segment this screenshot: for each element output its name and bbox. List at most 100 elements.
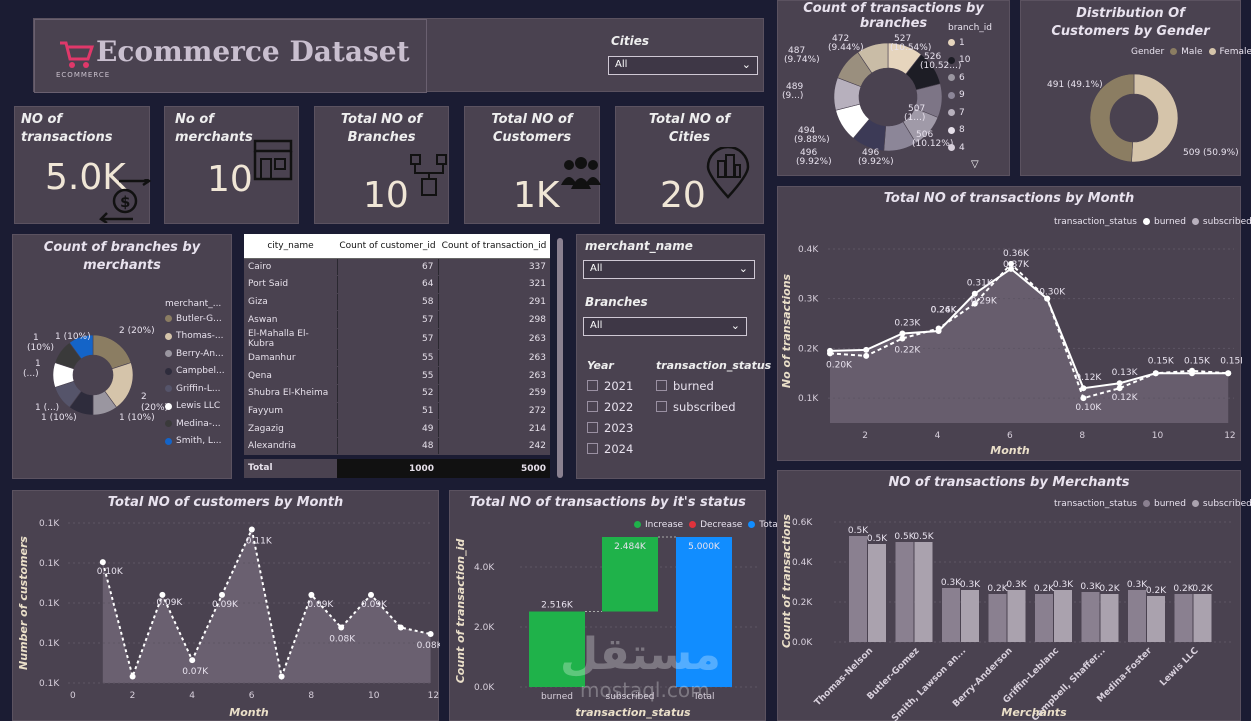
bar-label: 0.5K	[867, 534, 888, 544]
series-burned-point	[971, 290, 978, 297]
slice-label: 494	[798, 126, 815, 136]
cities-dropdown[interactable]: All ⌄	[608, 56, 758, 75]
x-tick: 10	[368, 691, 380, 701]
branches-dropdown-value: All	[590, 320, 603, 331]
table-row[interactable]: Shubra El-Kheima 52 259	[244, 384, 550, 403]
table-row[interactable]: El-Mahalla El-Kubra 57 263	[244, 328, 550, 350]
kpi-value: 10	[207, 159, 253, 200]
slice-label: 489	[786, 82, 803, 92]
bar-subscribed	[1147, 596, 1165, 642]
slice-label: 506	[916, 130, 933, 140]
cell-customers: 64	[336, 275, 439, 294]
cell-customers: 58	[336, 293, 439, 312]
cell-city: Zagazig	[244, 419, 337, 438]
slice-label: 487	[788, 46, 805, 56]
bar-label: 2.516K	[541, 601, 574, 611]
y-tick: 0.2K	[798, 344, 819, 354]
legend-title: Gender	[1131, 46, 1165, 57]
col-city-name[interactable]: city_name	[244, 234, 337, 259]
slice-label: 507	[908, 104, 925, 114]
col-customer-count[interactable]: Count of customer_id	[337, 234, 438, 259]
cell-city: Alexandria	[244, 437, 337, 456]
bar-subscribed	[1054, 590, 1072, 642]
kpi-label: Total NO of Cities	[648, 112, 731, 145]
branch-slice	[857, 42, 889, 74]
branches-merchants-donut: 2 (20%)2(20%)1 (10%) 1 (10%)1 (...)1(...)…	[23, 326, 168, 423]
col-transaction-count[interactable]: Count of transaction_id	[438, 234, 550, 259]
legend-label: 10	[959, 55, 971, 66]
legend-item-increase: Increase	[634, 518, 683, 531]
cell-customers: 49	[336, 419, 439, 438]
y-tick: 0.3K	[798, 295, 819, 305]
legend-title: transaction_status	[1054, 498, 1137, 509]
city-pin-icon	[706, 147, 750, 199]
y-tick: 0.2K	[792, 598, 813, 608]
slice-label: 491 (49.1%)	[1047, 80, 1103, 90]
slice-label: (9.44%)	[828, 43, 864, 53]
bar-burned	[1174, 594, 1193, 642]
series-burned-point	[1189, 370, 1195, 377]
y-tick: 4.0K	[474, 563, 495, 573]
cities-dropdown-value: All	[615, 59, 628, 70]
title-banner: ECOMMERCE Ecommerce Dataset Cities All ⌄	[33, 18, 764, 93]
legend-label: 6	[959, 72, 965, 83]
bar-label: 0.2K	[1146, 586, 1167, 596]
series-point	[427, 631, 434, 638]
cell-city: Qena	[244, 366, 337, 386]
table-row[interactable]: Giza 58 291	[244, 293, 550, 312]
customers-month-chart: 0.1K 0.1K 0.1K 0.1K 0.1K 0 2 4 6 8 10 12 0.10K 0.09K 0…	[17, 519, 440, 719]
legend-item: 7	[948, 104, 992, 122]
point-label: 0.11K	[246, 537, 273, 547]
legend-item: 10	[948, 52, 992, 70]
series-point	[338, 624, 345, 631]
status-checkbox-burned[interactable]: burned	[656, 375, 736, 396]
merchant-dropdown-value: All	[590, 263, 603, 274]
table-row[interactable]: Aswan 57 298	[244, 310, 550, 329]
branches-dropdown[interactable]: All ⌄	[583, 317, 747, 336]
city-table-card: city_name Count of customer_id Count of …	[244, 234, 565, 479]
table-row[interactable]: Fayyum 51 272	[244, 402, 550, 421]
year-checkbox-2021[interactable]: 2021	[587, 375, 633, 396]
bar-label: 0.5K	[913, 532, 934, 542]
status-checkbox-subscribed[interactable]: subscribed	[656, 396, 736, 417]
chart-title: Total NO of transactions by it's status	[469, 495, 746, 510]
series-point	[189, 657, 196, 664]
legend-item: Lewis LLC	[165, 398, 225, 416]
bar-label: 0.2K	[1034, 584, 1055, 594]
scroll-down-icon[interactable]: ▽	[971, 159, 979, 170]
x-axis-title: transaction_status	[575, 706, 691, 719]
series-burned-point	[899, 330, 906, 337]
table-scrollbar[interactable]	[557, 238, 563, 478]
slice-label: (10.54%)	[890, 43, 931, 53]
table-row[interactable]: Cairo 67 337	[244, 258, 550, 277]
merchant-dropdown[interactable]: All ⌄	[583, 260, 755, 279]
slice-label: 1 (...)	[35, 403, 59, 413]
legend-item-female: Female	[1208, 45, 1251, 58]
bar-label: 0.2K	[1173, 584, 1194, 594]
kpi-value: 20	[660, 175, 706, 216]
series-burned-point	[1225, 370, 1232, 377]
table-row[interactable]: Port Said 64 321	[244, 275, 550, 294]
table-row[interactable]: Zagazig 49 214	[244, 419, 550, 438]
x-tick: Thomas-Nelson	[813, 646, 875, 708]
table-row[interactable]: Damanhur 55 263	[244, 349, 550, 368]
y-tick: 0.0K	[792, 638, 813, 648]
table-row[interactable]: Alexandria 48 242	[244, 437, 550, 456]
branches-merchants-card: Count of branches by merchants 2 (20%) 2(…	[12, 234, 232, 479]
cell-transactions: 321	[438, 275, 550, 294]
slice-label: 1 (10%)	[119, 413, 155, 423]
table-row[interactable]: Qena 55 263	[244, 366, 550, 386]
y-tick: 0.1K	[39, 639, 60, 649]
legend-label: 8	[959, 125, 965, 136]
series-subscribed-point	[1008, 260, 1014, 267]
branches-donut-chart: 527(10.54%)526(10.52...) 507(1...) 506(10.…	[782, 34, 961, 167]
waterfall-card: Total NO of transactions by it's status …	[449, 490, 780, 721]
kpi-branches: Total NO of Branches 10	[314, 106, 449, 224]
year-checkbox-2024[interactable]: 2024	[587, 438, 633, 459]
point-label: 0.09K	[212, 600, 239, 610]
gender-donut-card: Distribution Of Customers by Gender Gend…	[1020, 0, 1251, 176]
year-checkbox-2023[interactable]: 2023	[587, 417, 633, 438]
year-checkbox-2022[interactable]: 2022	[587, 396, 633, 417]
cell-city: Aswan	[244, 310, 337, 329]
chart-title: Count of branches by merchants	[43, 240, 201, 273]
